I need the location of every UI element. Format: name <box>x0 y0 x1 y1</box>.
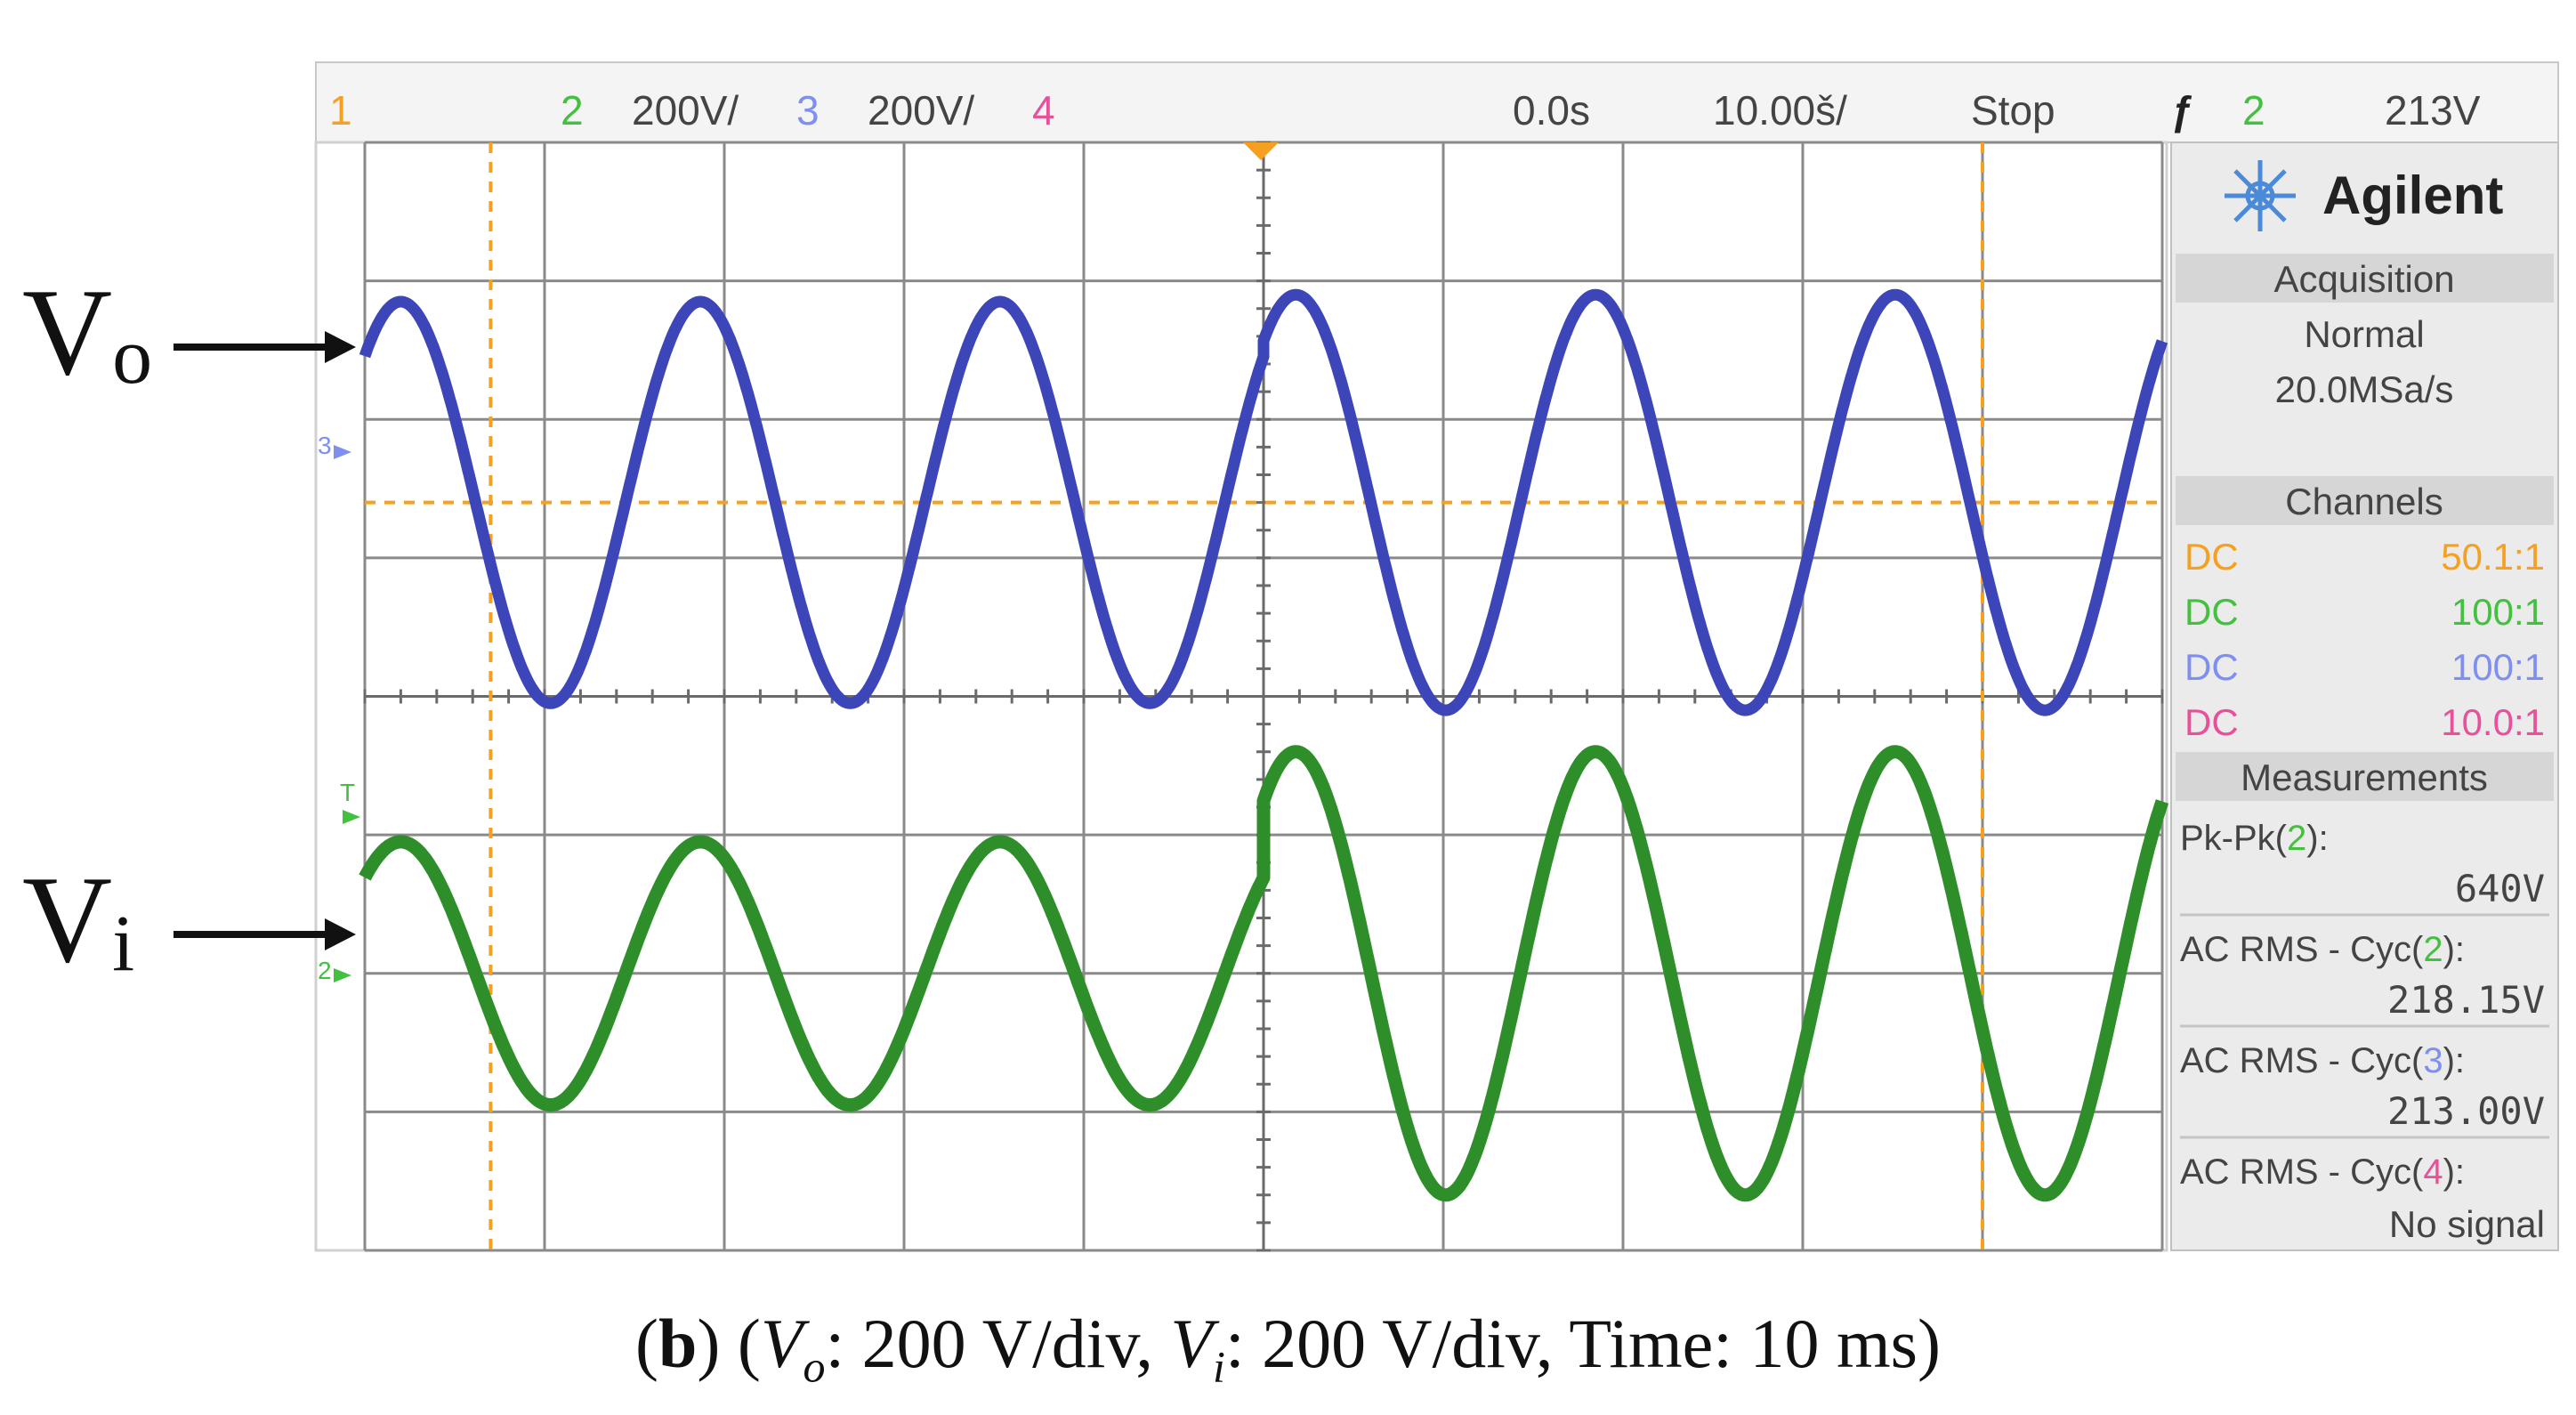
channel-row-3: DC 100:1 <box>2184 646 2545 688</box>
run-state: Stop <box>1971 87 2055 133</box>
trigger-level-marker: T <box>340 779 355 806</box>
channel-row-2: DC 100:1 <box>2184 591 2545 633</box>
ch2-marker-arrow-icon <box>334 968 351 982</box>
ch3-scale: 200V/ <box>868 87 974 133</box>
acquisition-header <box>2176 254 2554 303</box>
m2-channel: 2 <box>2423 930 2443 969</box>
m2-close: ): <box>2443 930 2465 969</box>
agilent-logo: Agilent <box>2225 160 2503 231</box>
ch2-scale: 200V/ <box>632 87 739 133</box>
measurement-3-label: AC RMS - Cyc(3): <box>2180 1041 2465 1080</box>
ch1-number: 1 <box>329 87 352 133</box>
m4-label-text: AC RMS - Cyc( <box>2180 1152 2424 1192</box>
vi-letter: V <box>22 851 112 989</box>
channel-probe: 50.1:1 <box>2441 536 2545 578</box>
measurements-title: Measurements <box>2241 756 2488 798</box>
measurement-3-value: 213.00V <box>2387 1089 2545 1133</box>
acquisition-title: Acquisition <box>2273 258 2454 300</box>
status-bar <box>315 61 2559 143</box>
channel-row-1: DC 50.1:1 <box>2184 536 2545 578</box>
m1-close: ): <box>2306 819 2328 858</box>
measurements-header <box>2176 752 2554 801</box>
trigger-level: 213V <box>2385 87 2481 133</box>
cursor-lines <box>365 142 2162 1250</box>
timebase-readout: 10.00š/ <box>1713 87 1847 133</box>
channels-header <box>2176 476 2554 525</box>
spark-icon <box>2225 160 2296 231</box>
caption-open: ( <box>635 1305 659 1382</box>
vi-subscript: i <box>112 900 134 988</box>
ch2-number: 2 <box>561 87 584 133</box>
trigger-channel: 2 <box>2242 87 2265 133</box>
acquisition-rate: 20.0MSa/s <box>2275 368 2454 410</box>
ch4-number: 4 <box>1032 87 1055 133</box>
delay-readout: 0.0s <box>1513 87 1590 133</box>
m1-channel: 2 <box>2287 819 2306 858</box>
m1-label-text: Pk-Pk( <box>2180 819 2288 858</box>
ch2-ground-marker: 2 <box>318 957 332 984</box>
vi-trace <box>359 745 2169 1202</box>
trigger-marker-arrow-icon <box>343 810 360 824</box>
trigger-slope-icon: ƒ <box>2171 87 2194 133</box>
info-panel <box>2170 142 2559 1251</box>
channel-probe: 100:1 <box>2451 646 2545 688</box>
caption-part2: : 200 V/div, Time: 10 ms) <box>1224 1305 1941 1382</box>
measurement-2-value: 218.15V <box>2387 978 2545 1022</box>
vo-letter: V <box>22 263 112 401</box>
caption-vo: V <box>760 1305 803 1382</box>
m2-label-text: AC RMS - Cyc( <box>2180 930 2424 969</box>
vo-trace <box>359 288 2168 716</box>
m4-close: ): <box>2443 1152 2465 1192</box>
m3-close: ): <box>2443 1041 2465 1080</box>
channel-coupling: DC <box>2184 536 2239 578</box>
figure-caption: (b) (Vo: 200 V/div, Vi: 200 V/div, Time:… <box>0 1304 2576 1393</box>
measurement-4-label: AC RMS - Cyc(4): <box>2180 1152 2465 1192</box>
ch3-marker-arrow-icon <box>334 445 351 459</box>
vo-annotation: Vo <box>22 263 152 401</box>
measurement-4-value: No signal <box>2389 1203 2545 1245</box>
trigger-position-marker <box>1243 142 1279 160</box>
vo-arrow-icon <box>174 331 356 363</box>
measurement-1-label: Pk-Pk(2): <box>2180 819 2329 858</box>
caption-letter: b <box>658 1305 698 1382</box>
ch3-number: 3 <box>796 87 820 133</box>
brand-name: Agilent <box>2322 166 2503 225</box>
channel-probe: 10.0:1 <box>2441 701 2545 743</box>
channel-row-4: DC 10.0:1 <box>2184 701 2545 743</box>
acquisition-mode: Normal <box>2304 313 2424 355</box>
caption-vi: V <box>1170 1305 1214 1382</box>
caption-close: ) ( <box>697 1305 761 1382</box>
caption-vi-sub: i <box>1213 1341 1225 1392</box>
vi-arrow-icon <box>174 918 356 950</box>
channel-coupling: DC <box>2184 701 2239 743</box>
caption-vo-sub: o <box>803 1341 826 1392</box>
vi-annotation: Vi <box>22 851 134 989</box>
m4-channel: 4 <box>2423 1152 2443 1192</box>
channels-title: Channels <box>2285 481 2443 522</box>
channel-probe: 100:1 <box>2451 591 2545 633</box>
ch3-ground-marker: 3 <box>318 432 332 459</box>
measurement-1-value: 640V <box>2455 867 2545 910</box>
channel-coupling: DC <box>2184 591 2239 633</box>
caption-part1: : 200 V/div, <box>825 1305 1171 1382</box>
vo-subscript: o <box>112 312 152 400</box>
channel-coupling: DC <box>2184 646 2239 688</box>
m3-channel: 3 <box>2423 1041 2443 1080</box>
m3-label-text: AC RMS - Cyc( <box>2180 1041 2424 1080</box>
measurement-2-label: AC RMS - Cyc(2): <box>2180 930 2465 969</box>
